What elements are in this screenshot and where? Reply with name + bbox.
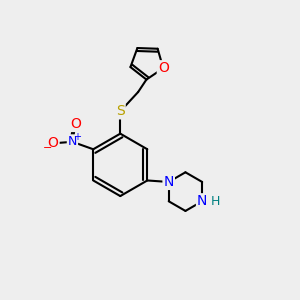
Text: N: N [164, 175, 174, 189]
Text: N: N [197, 194, 207, 208]
Text: −: − [43, 143, 52, 153]
Text: H: H [211, 195, 220, 208]
Text: N: N [68, 135, 77, 148]
Text: +: + [74, 132, 82, 142]
Text: O: O [48, 136, 58, 150]
Text: O: O [158, 61, 169, 75]
Text: S: S [116, 104, 125, 118]
Text: O: O [70, 117, 81, 131]
